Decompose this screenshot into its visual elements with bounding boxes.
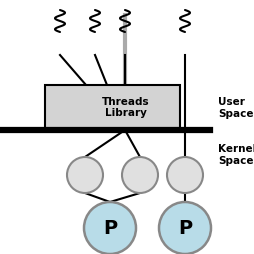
Text: P: P [177,218,191,237]
Text: Threads
Library: Threads Library [102,97,149,118]
Circle shape [84,202,135,254]
Circle shape [121,157,157,193]
Circle shape [67,157,103,193]
Text: Kernel
Space: Kernel Space [217,144,254,166]
Circle shape [166,157,202,193]
Text: P: P [103,218,117,237]
Text: User
Space: User Space [217,97,252,119]
Circle shape [158,202,210,254]
FancyBboxPatch shape [45,85,179,130]
